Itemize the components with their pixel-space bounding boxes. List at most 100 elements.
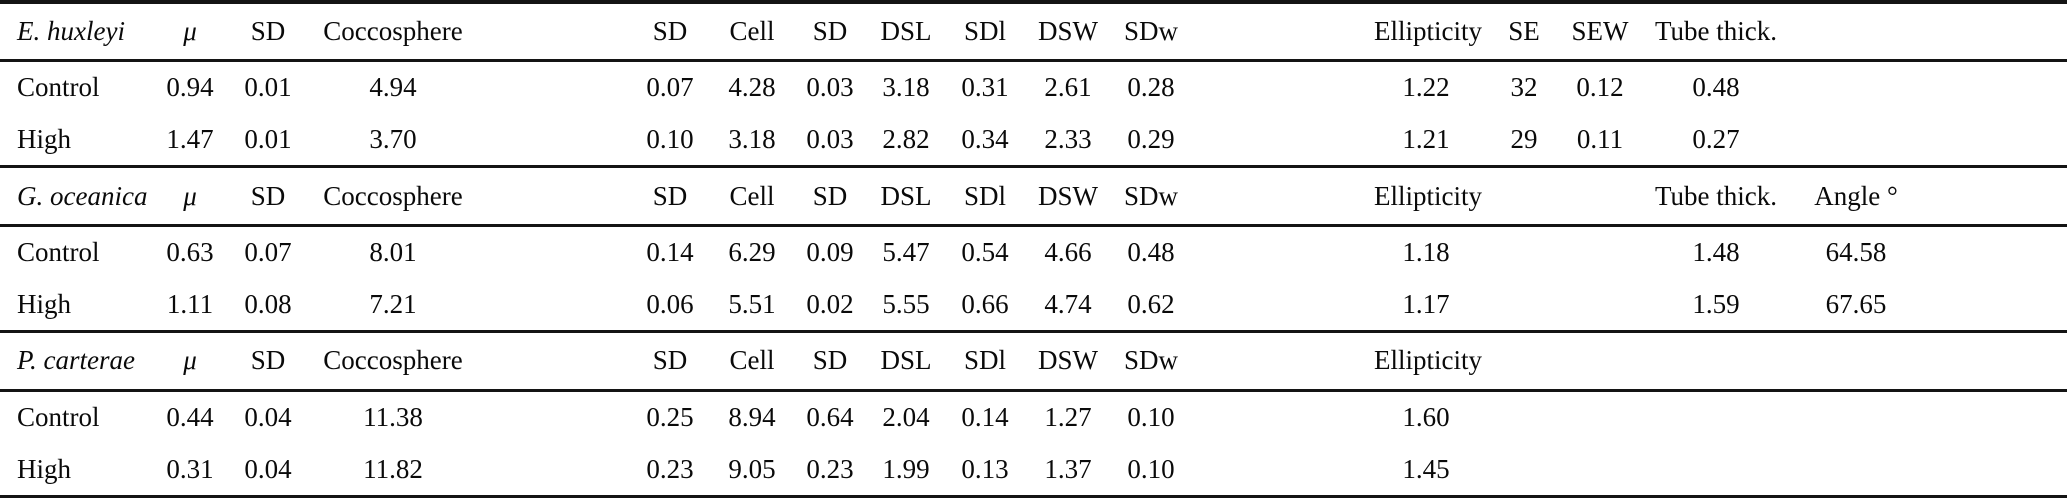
cell-value: 0.64 xyxy=(806,401,854,432)
column-header: Tube thick. xyxy=(1654,15,1777,46)
cell-value: 0.54 xyxy=(961,237,1009,268)
row-label: Control xyxy=(17,72,100,103)
spacer-cell xyxy=(1910,332,2067,390)
cell-value: 0.10 xyxy=(646,123,694,154)
species-label: P. carterae xyxy=(17,345,135,376)
cell-value: 6.29 xyxy=(728,237,776,268)
cell-value: 4.74 xyxy=(1044,288,1092,319)
cell-value: 0.31 xyxy=(166,453,214,484)
cell-value: 67.65 xyxy=(1825,288,1887,319)
cell-value: 11.38 xyxy=(363,401,423,432)
cell-value: 29 xyxy=(1510,123,1538,154)
cell-value: 1.59 xyxy=(1692,288,1740,319)
spacer-cell xyxy=(1910,167,2067,225)
column-header: SEW xyxy=(1571,15,1629,46)
column-header: Cell xyxy=(729,180,775,211)
cell-value: 0.10 xyxy=(1127,401,1175,432)
cell-value: 0.63 xyxy=(166,237,214,268)
column-header xyxy=(1570,167,1630,225)
cell-value: 0.04 xyxy=(244,453,292,484)
cell-value: 0.06 xyxy=(646,288,694,319)
cell-value: 3.70 xyxy=(369,123,417,154)
cell-value: 8.01 xyxy=(369,237,417,268)
cell-value: 0.08 xyxy=(244,288,292,319)
cell-value: 0.04 xyxy=(244,401,292,432)
cell-value xyxy=(1802,390,1910,443)
cell-value xyxy=(1570,225,1630,278)
column-header: Ellipticity xyxy=(1374,15,1482,46)
cell-value: 4.66 xyxy=(1044,237,1092,268)
species-label: E. huxleyi xyxy=(17,15,125,46)
cell-value: 1.11 xyxy=(166,288,214,319)
cell-value xyxy=(1802,443,1910,496)
cell-value xyxy=(1570,443,1630,496)
section-header-row: P. carterae μ SD Coccosphere SD Cell SD DSL SDl D… xyxy=(0,331,2067,391)
spacer-cell xyxy=(1910,2,2067,60)
column-header: SD xyxy=(812,345,848,376)
spacer-cell xyxy=(1910,114,2067,167)
cell-value: 9.05 xyxy=(728,453,776,484)
cell-value: 0.62 xyxy=(1127,288,1175,319)
cell-value: 0.14 xyxy=(961,401,1009,432)
cell-value: 1.99 xyxy=(882,453,930,484)
cell-value: 5.51 xyxy=(728,288,776,319)
cell-value: 3.18 xyxy=(728,123,776,154)
cell-value: 1.21 xyxy=(1402,123,1450,154)
cell-value: 1.22 xyxy=(1402,72,1450,103)
cell-value xyxy=(1570,390,1630,443)
cell-value: 2.04 xyxy=(882,401,930,432)
cell-value: 8.94 xyxy=(728,401,776,432)
cell-value: 32 xyxy=(1510,72,1538,103)
cell-value xyxy=(1802,114,1910,167)
column-header: μ xyxy=(183,180,197,211)
cell-value: 5.55 xyxy=(882,288,930,319)
cell-value: 0.25 xyxy=(646,401,694,432)
cell-value: 0.10 xyxy=(1127,453,1175,484)
cell-value: 0.27 xyxy=(1692,123,1740,154)
column-header: SD xyxy=(812,15,848,46)
table-row: High 1.11 0.08 7.21 0.06 5.51 0.02 5.55 0.66 4.74… xyxy=(0,278,2067,331)
column-header: SE xyxy=(1508,15,1540,46)
column-header: DSL xyxy=(880,345,932,376)
cell-value: 0.09 xyxy=(806,237,854,268)
column-header: μ xyxy=(183,345,197,376)
cell-value: 0.31 xyxy=(961,72,1009,103)
cell-value: 0.14 xyxy=(646,237,694,268)
cell-value: 0.12 xyxy=(1576,72,1624,103)
column-header: SD xyxy=(652,180,688,211)
cell-value: 0.23 xyxy=(806,453,854,484)
cell-value: 0.01 xyxy=(244,123,292,154)
column-header: Coccosphere xyxy=(323,15,463,46)
cell-value: 1.37 xyxy=(1044,453,1092,484)
cell-value: 0.94 xyxy=(166,72,214,103)
spacer-cell xyxy=(1910,278,2067,331)
spacer-cell xyxy=(1910,443,2067,496)
column-header: Angle ° xyxy=(1814,180,1898,211)
column-header: DSL xyxy=(880,15,932,46)
column-header: Cell xyxy=(729,345,775,376)
column-header: SDw xyxy=(1123,345,1178,376)
spacer-cell xyxy=(1910,60,2067,113)
row-label: High xyxy=(17,453,71,484)
cell-value: 1.18 xyxy=(1402,237,1450,268)
cell-value: 4.28 xyxy=(728,72,776,103)
column-header: Ellipticity xyxy=(1374,180,1482,211)
column-header: SDw xyxy=(1123,15,1178,46)
cell-value xyxy=(1478,225,1570,278)
cell-value xyxy=(1478,278,1570,331)
column-header xyxy=(1630,332,1802,390)
cell-value: 5.47 xyxy=(882,237,930,268)
column-header: SDl xyxy=(963,345,1007,376)
column-header: SD xyxy=(812,180,848,211)
column-header: Ellipticity xyxy=(1374,345,1482,376)
cell-value xyxy=(1570,278,1630,331)
species-label: G. oceanica xyxy=(17,180,148,211)
column-header: Cell xyxy=(729,15,775,46)
cell-value: 1.48 xyxy=(1692,237,1740,268)
table-row: Control 0.44 0.04 11.38 0.25 8.94 0.64 2.04 0.14… xyxy=(0,390,2067,443)
cell-value: 0.66 xyxy=(961,288,1009,319)
column-header: DSW xyxy=(1038,15,1098,46)
cell-value: 1.27 xyxy=(1044,401,1092,432)
